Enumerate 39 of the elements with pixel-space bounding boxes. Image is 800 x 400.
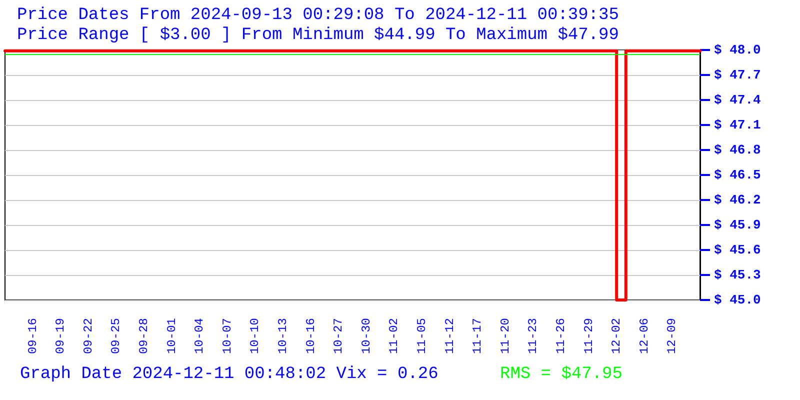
- y-tick-label: $ 47.7: [714, 68, 761, 82]
- x-tick-label: 09-19: [54, 318, 68, 354]
- x-tick-label: 11-05: [415, 318, 429, 354]
- x-tick-label: 09-28: [137, 318, 151, 354]
- x-tick-label: 09-22: [81, 318, 96, 354]
- x-tick-label: 11-26: [554, 318, 568, 354]
- x-tick-label: 11-17: [470, 318, 485, 354]
- x-tick-label: 11-12: [442, 318, 457, 354]
- x-tick-label: 09-16: [26, 318, 40, 354]
- text: Graph Date 2024-12-11 00:48:02 Vix = 0.26: [20, 365, 438, 384]
- x-tick-label: 10-07: [220, 318, 234, 354]
- x-tick-label: 11-20: [498, 318, 512, 354]
- x-tick-label: 11-29: [582, 318, 596, 354]
- x-tick-label: 10-10: [248, 318, 262, 354]
- y-tick-label: $ 45.3: [714, 268, 762, 282]
- y-tick-label: $ 48.0: [714, 42, 762, 58]
- x-tick-label: 10-27: [332, 318, 346, 354]
- x-tick-label: 12-09: [665, 318, 680, 354]
- y-tick-label: $ 46.8: [714, 142, 762, 158]
- chart-title: Price Dates From 2024-09-13 00:29:08 To 2024-12-11 00:39:35: [17, 6, 619, 25]
- x-tick-label: 10-04: [192, 318, 207, 354]
- ref-line-label: RMS = $47.95: [500, 365, 622, 384]
- x-tick-label: 12-02: [610, 318, 624, 354]
- y-tick-label: $ 47.1: [714, 118, 762, 132]
- y-tick-label: $ 47.4: [714, 92, 762, 108]
- y-tick-label: $ 46.5: [714, 168, 762, 182]
- x-tick-label: 11-23: [526, 318, 540, 354]
- y-tick-label: $ 45.0: [714, 292, 762, 308]
- x-tick-label: 11-02: [387, 318, 402, 354]
- x-tick-label: 10-30: [359, 318, 374, 354]
- x-tick-label: 10-16: [304, 318, 318, 354]
- x-tick-label: 10-01: [164, 318, 179, 354]
- y-tick-label: $ 45.6: [714, 242, 762, 258]
- x-tick-label: 12-06: [637, 318, 652, 354]
- y-tick-label: $ 46.2: [714, 192, 762, 208]
- y-tick-label: $ 45.9: [714, 218, 762, 232]
- x-tick-label: 10-13: [276, 318, 290, 354]
- x-tick-label: 09-25: [109, 318, 124, 354]
- chart-subtitle: Price Range [ $3.00 ] From Minimum $44.99 To Maximum $47.99: [17, 26, 619, 45]
